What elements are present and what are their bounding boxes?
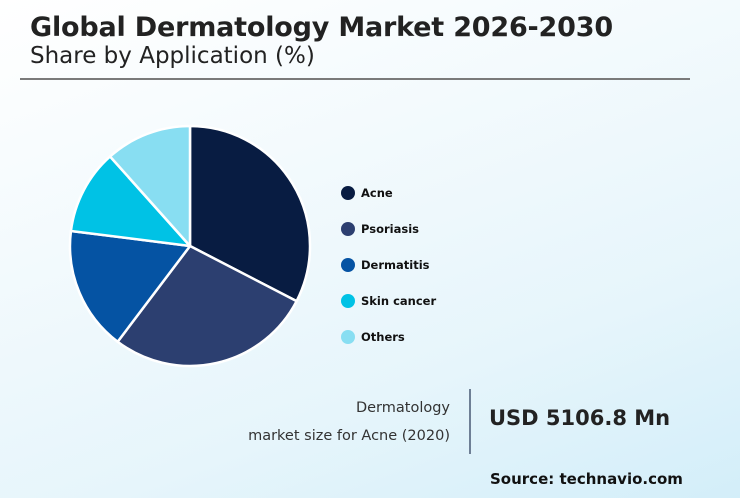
legend-swatch-icon: [341, 258, 355, 272]
stat-value: USD 5106.8 Mn: [489, 406, 671, 430]
legend-label: Dermatitis: [361, 258, 430, 272]
stat-label-line2: market size for Acne (2020): [248, 428, 450, 444]
legend-label: Skin cancer: [361, 294, 437, 308]
pie-slice-psoriasis: [116, 244, 298, 368]
legend-item-acne: Acne: [341, 175, 436, 211]
source-credit: Source: technavio.com: [490, 470, 683, 488]
title-divider: [20, 78, 690, 80]
chart-subtitle: Share by Application (%): [30, 43, 315, 69]
legend: Acne Psoriasis Dermatitis Skin cancer Ot…: [341, 175, 436, 355]
legend-label: Others: [361, 330, 405, 344]
pie-chart: [68, 124, 312, 368]
stat-divider: [469, 389, 471, 454]
pie-slice-others: [108, 124, 192, 248]
legend-item-others: Others: [341, 319, 436, 355]
legend-swatch-icon: [341, 186, 355, 200]
legend-swatch-icon: [341, 330, 355, 344]
legend-item-dermatitis: Dermatitis: [341, 247, 436, 283]
legend-item-psoriasis: Psoriasis: [341, 211, 436, 247]
stat-label-line1: Dermatology: [355, 400, 450, 416]
legend-label: Psoriasis: [361, 222, 419, 236]
pie-slice-acne: [188, 124, 312, 303]
chart-title: Global Dermatology Market 2026-2030: [30, 12, 613, 43]
pie-slice-skin-cancer: [69, 155, 192, 248]
legend-swatch-icon: [341, 222, 355, 236]
legend-swatch-icon: [341, 294, 355, 308]
legend-label: Acne: [361, 186, 393, 200]
pie-slice-dermatitis: [68, 229, 192, 343]
legend-item-skin-cancer: Skin cancer: [341, 283, 436, 319]
